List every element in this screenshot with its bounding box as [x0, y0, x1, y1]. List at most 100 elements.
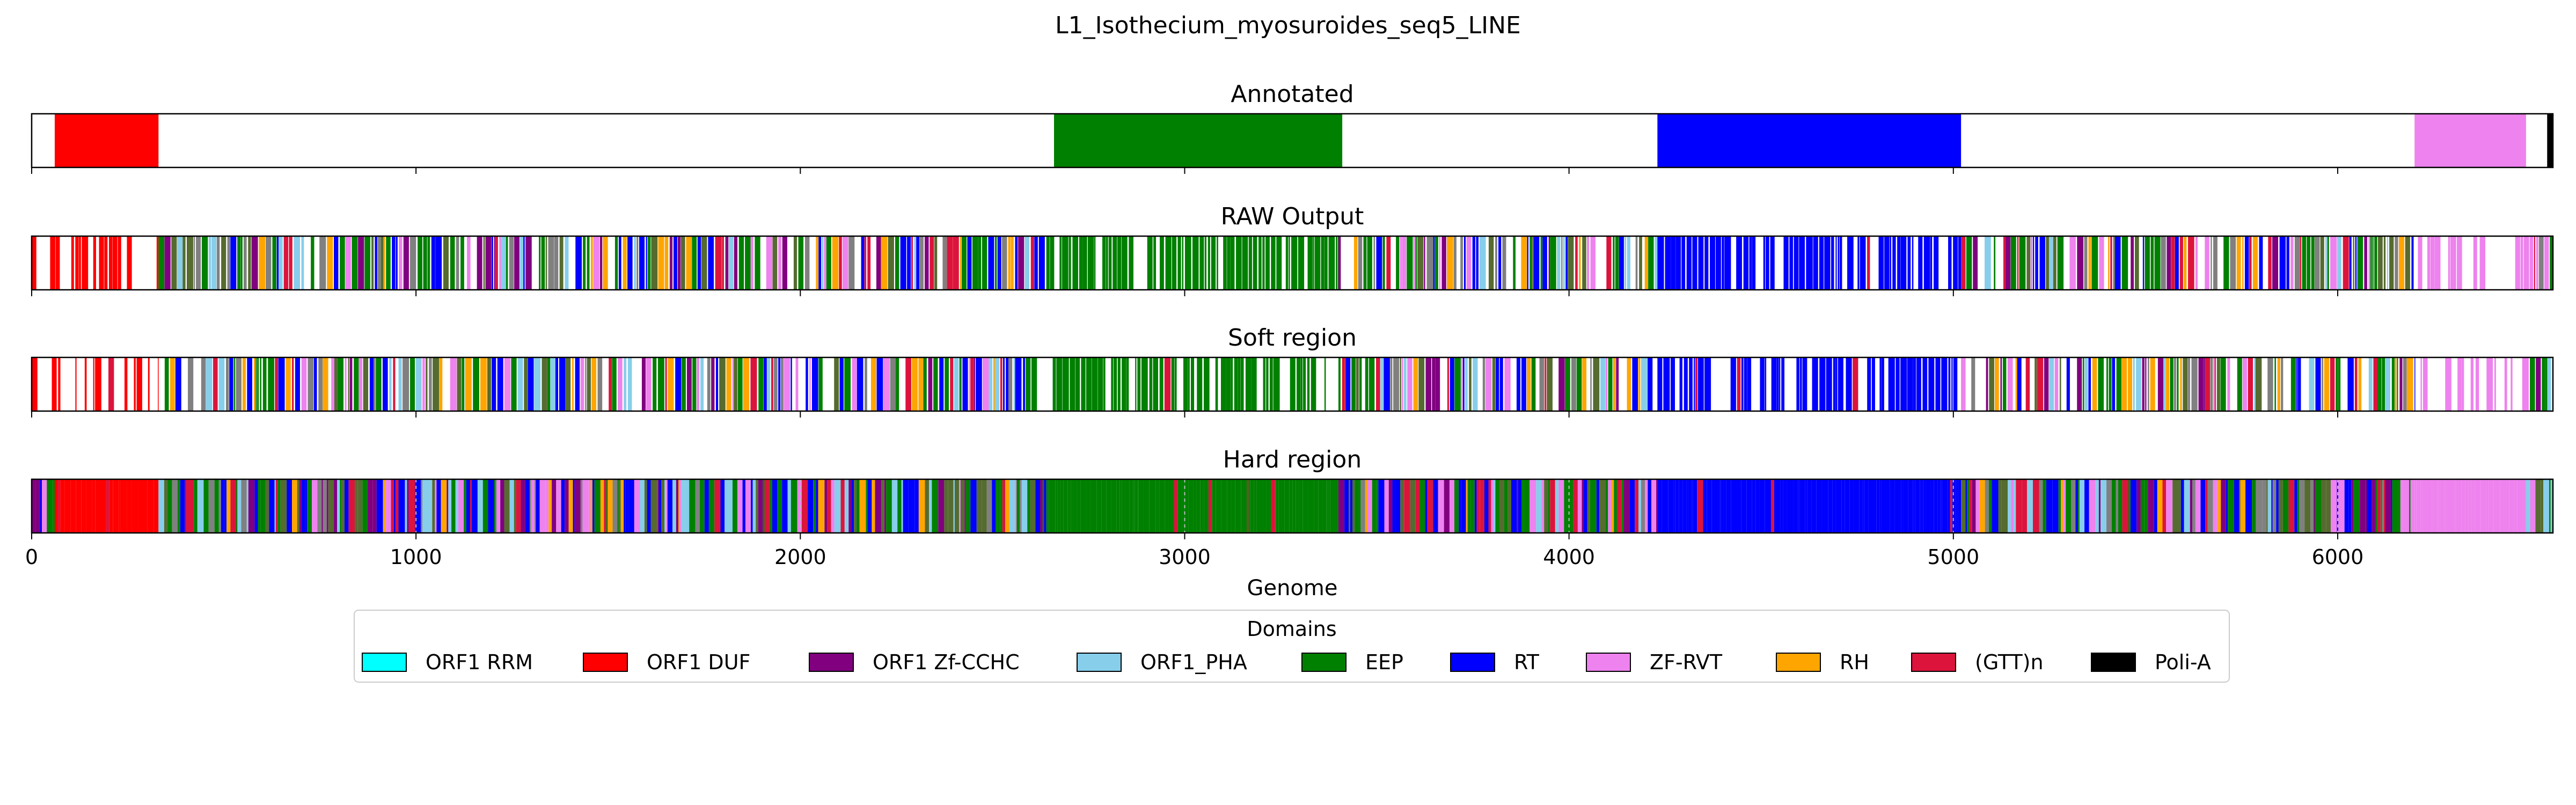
domain-bar: [962, 357, 968, 411]
domain-bar: [1557, 236, 1561, 290]
domain-bar: [1133, 479, 1135, 533]
domain-bar: [1159, 479, 1162, 533]
domain-bar: [1117, 236, 1122, 290]
domain-bar: [972, 236, 978, 290]
x-tick-label: 0: [25, 545, 38, 569]
domain-bar: [2134, 236, 2139, 290]
domain-bar: [634, 236, 636, 290]
domain-bar: [2307, 236, 2311, 290]
domain-bar: [317, 479, 322, 533]
domain-bar: [1675, 479, 1679, 533]
domain-bar: [2423, 357, 2428, 411]
domain-bar: [2455, 479, 2457, 533]
domain-bar: [53, 479, 55, 533]
domain-bar: [1989, 357, 1994, 411]
domain-bar: [719, 357, 726, 411]
domain-bar: [2473, 236, 2477, 290]
domain-bar: [276, 236, 279, 290]
domain-bar: [707, 357, 711, 411]
domain-bar: [1798, 479, 1800, 533]
domain-bar: [1998, 479, 2002, 533]
domain-bar: [1828, 479, 1833, 533]
domain-bar: [606, 479, 608, 533]
domain-bar: [2374, 236, 2377, 290]
domain-bar: [1590, 479, 1597, 533]
domain-bar: [2550, 236, 2553, 290]
domain-bar: [2236, 236, 2241, 290]
domain-bar: [499, 236, 501, 290]
domain-bar: [450, 357, 457, 411]
domain-bar: [1392, 479, 1396, 533]
domain-bar: [1308, 479, 1314, 533]
domain-bar: [477, 236, 482, 290]
domain-bar: [1417, 236, 1424, 290]
domain-bar: [766, 236, 773, 290]
domain-bar: [890, 357, 896, 411]
domain-bar: [243, 236, 247, 290]
domain-bar: [1241, 357, 1244, 411]
domain-bar: [2314, 236, 2320, 290]
domain-bar: [2205, 357, 2211, 411]
domain-bar: [1958, 236, 1962, 290]
domain-bar: [745, 479, 751, 533]
domain-bar: [2549, 479, 2551, 533]
domain-bar: [614, 236, 618, 290]
domain-bar: [531, 479, 535, 533]
domain-bar: [57, 479, 61, 533]
domain-bar: [554, 236, 559, 290]
domain-bar: [2277, 357, 2280, 411]
domain-bar: [2461, 479, 2465, 533]
domain-bar: [2278, 479, 2283, 533]
x-tick-label: 3000: [1159, 545, 1211, 569]
domain-bar: [1338, 236, 1341, 290]
domain-bar: [1106, 236, 1108, 290]
domain-bar: [565, 357, 571, 411]
track-panel: Hard region: [31, 446, 2554, 539]
domain-bar: [1561, 236, 1563, 290]
domain-bar: [2077, 236, 2084, 290]
domain-bar: [1587, 479, 1590, 533]
domain-bar: [312, 479, 318, 533]
domain-bar: [2187, 357, 2190, 411]
domain-bar: [1723, 479, 1726, 533]
domain-bar: [947, 236, 953, 290]
domain-bar: [618, 479, 621, 533]
domain-bar: [2517, 479, 2521, 533]
domain-bar: [1867, 357, 1871, 411]
domain-bar: [2198, 357, 2204, 411]
domain-bar: [1467, 479, 1471, 533]
domain-bar: [1656, 479, 1658, 533]
domain-bar: [2266, 479, 2268, 533]
domain-bar: [334, 357, 338, 411]
domain-bar: [427, 479, 433, 533]
domain-bar: [1582, 357, 1587, 411]
domain-bar: [1934, 479, 1938, 533]
domain-bar: [1247, 479, 1249, 533]
domain-bar: [2011, 479, 2014, 533]
domain-bar: [491, 236, 493, 290]
domain-bar: [2520, 236, 2523, 290]
domain-bar: [2145, 357, 2147, 411]
domain-bar: [525, 236, 532, 290]
domain-bar: [999, 236, 1001, 290]
domain-bar: [994, 357, 1000, 411]
domain-bar: [1106, 479, 1111, 533]
domain-bar: [1260, 479, 1263, 533]
domain-bar: [1491, 479, 1494, 533]
domain-bar: [541, 236, 545, 290]
domain-bar: [2357, 236, 2363, 290]
domain-bar: [1119, 479, 1122, 533]
domain-segment: [2414, 114, 2526, 167]
domain-bar: [1367, 236, 1372, 290]
domain-bar: [672, 479, 676, 533]
domain-bar: [547, 357, 551, 411]
domain-bar: [1558, 479, 1564, 533]
domain-bar: [617, 479, 619, 533]
domain-bar: [600, 479, 604, 533]
domain-bar: [1499, 479, 1504, 533]
domain-bar: [494, 236, 496, 290]
domain-bar: [2089, 479, 2096, 533]
domain-bar: [501, 236, 506, 290]
domain-bar: [409, 236, 416, 290]
domain-bar: [1466, 479, 1468, 533]
